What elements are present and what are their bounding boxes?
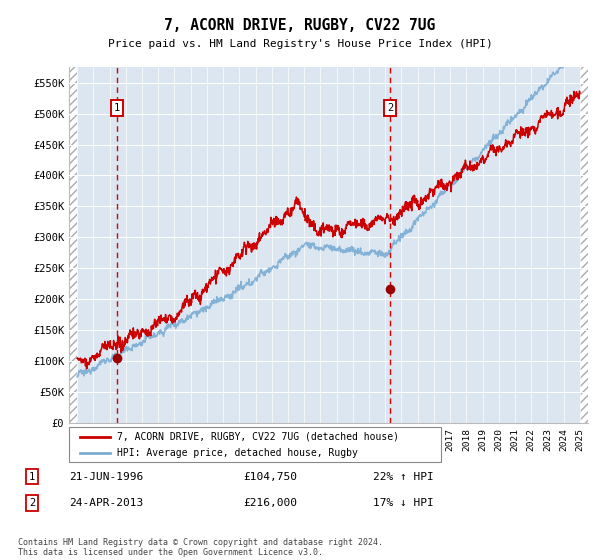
Text: 2: 2 <box>29 498 35 508</box>
Text: £216,000: £216,000 <box>244 498 298 508</box>
Text: Contains HM Land Registry data © Crown copyright and database right 2024.
This d: Contains HM Land Registry data © Crown c… <box>18 538 383 557</box>
Text: £104,750: £104,750 <box>244 472 298 482</box>
Bar <box>69 67 77 423</box>
Text: 7, ACORN DRIVE, RUGBY, CV22 7UG (detached house): 7, ACORN DRIVE, RUGBY, CV22 7UG (detache… <box>118 432 400 442</box>
Text: 1: 1 <box>29 472 35 482</box>
Bar <box>580 67 588 423</box>
Text: HPI: Average price, detached house, Rugby: HPI: Average price, detached house, Rugb… <box>118 447 358 458</box>
Text: 24-APR-2013: 24-APR-2013 <box>69 498 143 508</box>
Text: 1: 1 <box>114 103 120 113</box>
FancyBboxPatch shape <box>69 427 441 462</box>
Text: 21-JUN-1996: 21-JUN-1996 <box>69 472 143 482</box>
Text: 7, ACORN DRIVE, RUGBY, CV22 7UG: 7, ACORN DRIVE, RUGBY, CV22 7UG <box>164 18 436 34</box>
Text: 17% ↓ HPI: 17% ↓ HPI <box>373 498 434 508</box>
Text: Price paid vs. HM Land Registry's House Price Index (HPI): Price paid vs. HM Land Registry's House … <box>107 39 493 49</box>
Text: 22% ↑ HPI: 22% ↑ HPI <box>373 472 434 482</box>
Text: 2: 2 <box>387 103 394 113</box>
